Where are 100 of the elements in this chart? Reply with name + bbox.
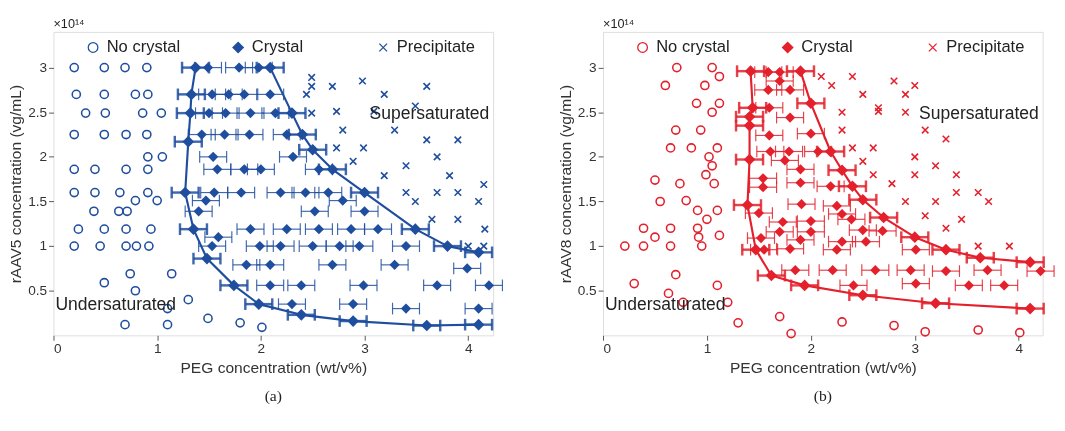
point [193,206,204,217]
y-tick-label: 1.5 [28,193,48,209]
point [400,241,412,252]
y-tick-label: 3 [39,59,48,75]
point [203,313,213,324]
annotation: Supersaturated [369,102,490,123]
point [453,135,462,144]
point [156,108,167,118]
point [358,76,367,86]
point [857,289,869,302]
point [337,195,348,206]
point [764,130,775,141]
point [1014,327,1025,338]
point [696,241,707,251]
point [99,62,110,73]
point [71,89,82,100]
point [755,232,767,244]
point [827,81,836,90]
point [203,108,215,119]
y-axis-title: rAAV5 concentration (vg/mL) [7,84,25,284]
point [707,62,717,73]
point [183,294,194,305]
point [130,89,141,100]
point [796,199,807,210]
point [121,164,131,175]
point [1005,242,1014,251]
point [869,143,878,152]
point [784,243,796,254]
point [665,143,676,153]
point [287,151,299,162]
point [712,143,723,153]
point [441,240,454,252]
point [349,157,358,166]
point [774,75,785,87]
point [265,280,276,291]
point [650,232,660,243]
point [794,65,807,77]
point [655,196,666,207]
point [338,126,347,135]
point [1024,256,1036,268]
point [714,230,725,241]
point [432,280,443,291]
point [692,205,703,216]
point [999,280,1010,291]
point [480,225,489,234]
text: ×10¹⁴ [603,17,635,32]
point [973,325,984,335]
point [296,128,309,141]
point [1035,266,1046,277]
point [239,89,250,100]
point [213,232,224,243]
point [931,197,940,206]
point [650,175,660,185]
point [208,151,219,162]
x-tick-label: 0 [603,341,612,357]
point [257,322,267,333]
point [332,143,341,152]
point [400,303,412,314]
point [472,318,485,331]
legend-label: No crystal [656,37,730,57]
x-tick-label: 4 [464,341,473,357]
point [420,319,433,332]
point [638,223,649,234]
point [952,188,961,197]
point [390,126,399,135]
point [121,241,131,251]
point [784,112,796,123]
point [860,236,872,247]
point [254,241,265,252]
point [836,236,848,247]
point [73,224,84,234]
point [69,62,80,73]
legend-label: No crystal [106,37,181,57]
point [701,169,711,180]
point [411,197,420,206]
point [838,108,847,117]
point [858,157,867,166]
point [359,143,368,152]
point [474,197,483,206]
point [80,108,91,118]
point [957,215,966,224]
point [354,241,365,252]
point [765,146,776,157]
point [857,193,869,206]
point [929,297,942,310]
point [940,266,952,277]
text: (a) [264,386,282,405]
point [189,61,202,74]
x-tick-label: 2 [257,341,266,357]
x-tick-label: 3 [361,341,369,357]
point [712,205,723,216]
point [848,143,857,152]
point [309,206,320,217]
point [874,103,883,112]
point [837,317,847,327]
point [827,265,838,276]
point [848,280,859,291]
point [825,181,836,192]
point [401,161,411,170]
point [228,279,240,292]
